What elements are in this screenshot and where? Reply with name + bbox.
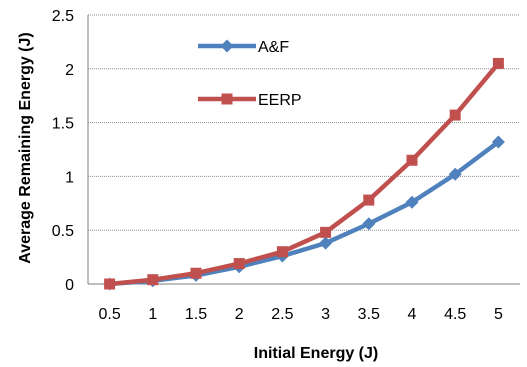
data-point-eerp [363,194,375,206]
gridlines [88,14,520,231]
x-tick-label: 2 [235,306,244,323]
data-point-a-f [491,135,505,149]
y-tick-label: 0 [65,277,74,294]
data-point-eerp [147,274,159,286]
data-point-eerp [492,57,504,69]
y-tick-label: 1.5 [52,116,74,133]
y-tick-labels: 0 0.5 1 1.5 2 2.5 [52,8,74,294]
legend-marker-eerp [221,93,233,105]
data-point-eerp [449,109,461,121]
series-line-a-f [109,140,500,287]
data-point-a-f [405,195,419,209]
x-tick-label: 3.5 [358,306,380,323]
x-tick-label: 4.5 [444,306,466,323]
x-tick-label: 0.5 [98,306,120,323]
x-tick-label: 4 [408,306,417,323]
data-point-eerp [104,278,116,290]
legend-marker-a-f [220,39,234,53]
y-tick-label: 1 [65,169,74,186]
y-tick-label: 2.5 [52,8,74,25]
data-point-eerp [190,267,202,279]
x-tick-label: 3 [321,306,330,323]
legend: A&F EERP [198,39,302,109]
y-tick-label: 0.5 [52,223,74,240]
data-point-eerp [406,154,418,166]
series-group [103,57,505,291]
x-tick-label: 5 [494,306,503,323]
legend-label-eerp: EERP [258,92,302,109]
data-point-a-f [319,236,333,250]
data-point-a-f [362,217,376,231]
x-axis-title: Initial Energy (J) [254,345,378,362]
data-point-a-f [448,167,462,181]
legend-label-a-f: A&F [258,39,289,56]
x-tick-label: 1.5 [185,306,207,323]
x-tick-label: 1 [148,306,157,323]
series-line-eerp [109,61,501,287]
data-point-eerp [276,246,288,258]
y-axis-title: Average Remaining Energy (J) [17,32,34,263]
x-tick-label: 2.5 [271,306,293,323]
x-tick-labels: 0.5 1 1.5 2 2.5 3 3.5 4 4.5 5 [98,306,502,323]
data-point-eerp [233,258,245,270]
data-point-eerp [320,226,332,238]
y-tick-label: 2 [65,62,74,79]
